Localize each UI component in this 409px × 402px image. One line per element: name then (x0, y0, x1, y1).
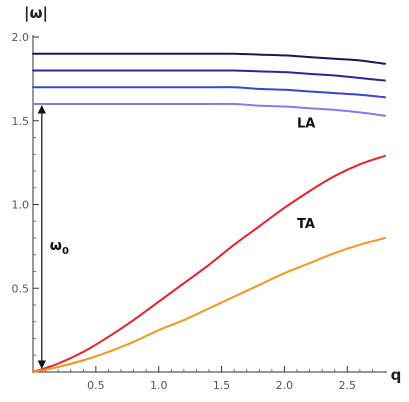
optical-branch-line-1 (32, 102, 386, 117)
y-axis-title: |ω| (24, 4, 48, 23)
x-tick-label: 1.5 (213, 379, 231, 392)
y-tick-label: 0.5 (12, 282, 30, 295)
ta-series-line (32, 237, 386, 373)
annotation-group: ω0 (37, 105, 69, 369)
y-tick-label: 1.5 (12, 115, 30, 128)
x-tick-label: 0.5 (87, 379, 105, 392)
optical-branch-line-2 (32, 86, 386, 99)
x-tick-label: 2.5 (339, 379, 357, 392)
optical-branch-line-4 (32, 52, 386, 65)
la-series-line (32, 154, 386, 373)
x-axis-title: q (391, 366, 402, 384)
optical-branch-line-3 (32, 69, 386, 82)
x-tick-label: 1.0 (150, 379, 168, 392)
axes (32, 35, 387, 373)
ticks: 0.5 1.0 1.5 2.0 2.5 0.5 1.0 1.5 2.0 (12, 31, 373, 392)
y-tick-label: 1.0 (12, 199, 30, 212)
ta-series-label: TA (297, 217, 315, 232)
omega0-label: ω0 (50, 238, 69, 257)
la-series-label: LA (297, 116, 315, 131)
x-tick-label: 2.0 (276, 379, 294, 392)
series-group: LA TA (32, 52, 386, 373)
y-tick-label: 2.0 (12, 31, 30, 44)
omega0-subscript: 0 (62, 246, 69, 257)
